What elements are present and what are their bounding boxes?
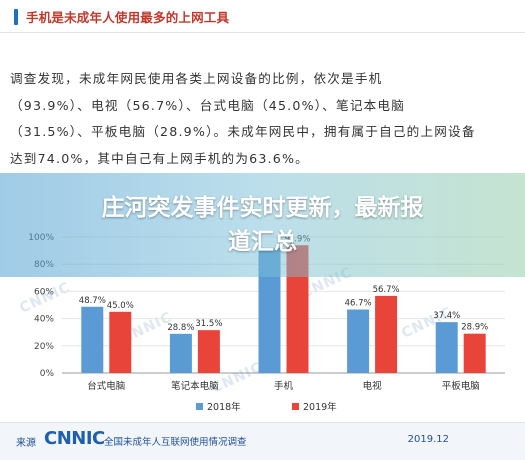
banner-headline-line: 庄河突发事件实时更新，最新报 [101, 195, 424, 221]
bar [109, 311, 132, 373]
paragraph-line: 达到74.0%，其中自己有上网手机的为63.6%。 [10, 150, 309, 166]
section-header: 手机是未成年人使用最多的上网工具 [0, 0, 525, 33]
cnnic-logo: CNNIC [44, 428, 105, 449]
legend-label: 2018年 [207, 401, 241, 413]
survey-paragraph: 调查发现，未成年网民使用各类上网设备的比例，依次是手机 （93.9%）、电视（5… [10, 66, 515, 172]
section-title: 手机是未成年人使用最多的上网工具 [26, 10, 230, 25]
report-title: 全国未成年人互联网使用情况调查 [104, 437, 247, 448]
x-tick-label: 台式电脑 [87, 380, 125, 392]
device-usage-chart: CNNIC CNNIC CNNIC CNNIC CNNIC 0% 20% 40% 60… [0, 205, 525, 427]
x-tick-label: 手机 [274, 380, 294, 392]
y-tick-label: 20% [34, 342, 54, 352]
x-tick-label: 平板电脑 [442, 380, 480, 392]
legend-swatch [292, 403, 299, 410]
data-label: 31.5% [195, 319, 222, 329]
bar [463, 333, 486, 373]
data-label: 37.4% [433, 311, 460, 321]
bar [197, 330, 220, 373]
paragraph-line: （93.9%）、电视（56.7%）、台式电脑（45.0%）、笔记本电脑 [10, 97, 405, 113]
bar [375, 295, 398, 373]
header-accent-bar [14, 9, 18, 25]
data-label: 48.7% [79, 296, 106, 306]
paragraph-line: （31.5%）、平板电脑（28.9%）。未成年网民中，拥有属于自己的上网设备 [10, 124, 476, 139]
y-tick-label: 0% [40, 369, 55, 379]
source-label: 来源 [16, 438, 36, 449]
report-date: 2019.12 [407, 434, 449, 445]
y-tick-label: 60% [34, 287, 54, 297]
data-label: 28.8% [167, 323, 194, 333]
data-label: 45.0% [107, 301, 134, 311]
chart-footer: 来源 CNNIC 全国未成年人互联网使用情况调查 2019.12 [0, 422, 525, 460]
bar [169, 333, 192, 373]
data-label: 46.7% [345, 298, 372, 308]
legend-swatch [196, 403, 203, 410]
x-tick-label: 电视 [363, 380, 383, 392]
bar [258, 247, 281, 373]
data-label: 28.9% [461, 323, 488, 333]
bar [286, 245, 309, 373]
bar [435, 322, 458, 373]
x-tick-label: 笔记本电脑 [171, 380, 219, 392]
data-label: 56.7% [373, 285, 400, 295]
legend-label: 2019年 [303, 401, 337, 413]
news-banner[interactable]: 庄河突发事件实时更新，最新报 道汇总 [0, 173, 525, 277]
bar-chart-svg: 0%20%40%60%80%100%48.7%45.0%台式电脑28.8%31.… [28, 233, 505, 413]
bar [347, 309, 370, 373]
paragraph-line: 调查发现，未成年网民使用各类上网设备的比例，依次是手机 [10, 71, 383, 86]
bar [81, 306, 104, 373]
banner-headline-line: 道汇总 [228, 229, 297, 255]
banner-headline[interactable]: 庄河突发事件实时更新，最新报 道汇总 [0, 191, 525, 259]
y-tick-label: 40% [34, 315, 54, 325]
